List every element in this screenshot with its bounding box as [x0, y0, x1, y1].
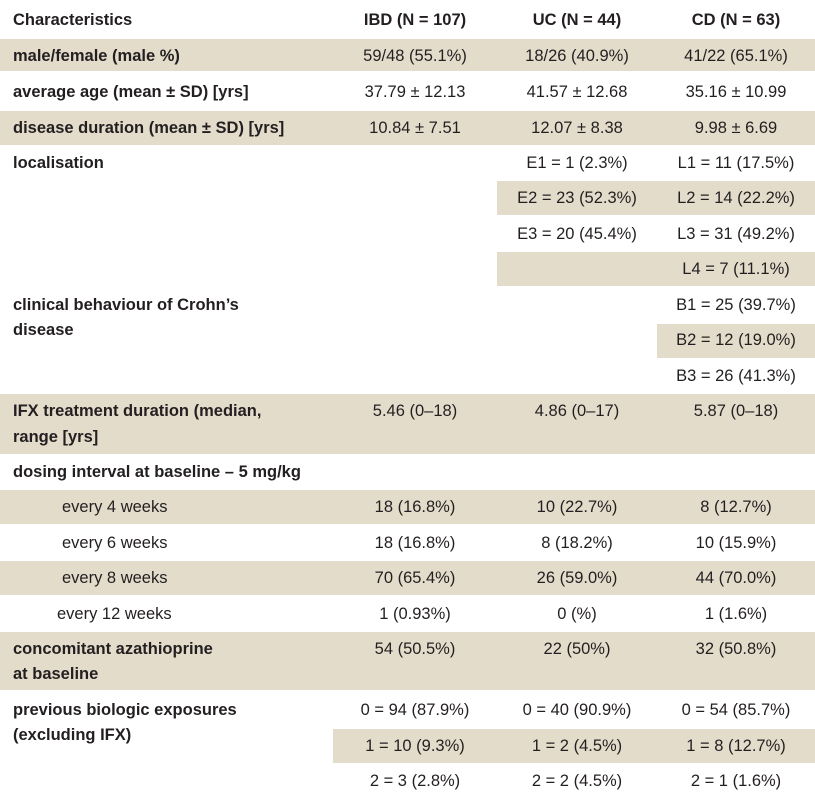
ifx-cd-value: 5.87 (0–18)	[693, 402, 779, 420]
age-uc-value: 41.57 ± 12.68	[526, 83, 628, 101]
w6-uc-value: 8 (18.2%)	[541, 534, 613, 552]
row-label-biologic-2: (excluding IFX)	[13, 726, 132, 744]
biologic-band-2	[333, 729, 815, 763]
w4-ibd-value: 18 (16.8%)	[374, 498, 456, 516]
ifx-uc-value: 4.86 (0–17)	[534, 402, 620, 420]
header-ibd: IBD (N = 107)	[363, 11, 467, 29]
row-label-w6: every 6 weeks	[62, 534, 168, 552]
w8-ibd-value: 70 (65.4%)	[374, 569, 456, 587]
behaviour-cd-b3: B3 = 26 (41.3%)	[676, 367, 796, 385]
biologic-cd-2: 2 = 1 (1.6%)	[690, 772, 782, 790]
biologic-uc-1: 1 = 2 (4.5%)	[531, 737, 623, 755]
row-band-duration	[0, 111, 815, 145]
row-label-aza-1: concomitant azathioprine	[13, 640, 213, 658]
row-band-ifx	[0, 394, 815, 454]
row-label-w12: every 12 weeks	[57, 605, 172, 623]
row-label-behaviour-2: disease	[13, 321, 74, 339]
row-band-sex	[0, 39, 815, 71]
localisation-cd-l1: L1 = 11 (17.5%)	[677, 154, 795, 172]
duration-cd-value: 9.98 ± 6.69	[694, 119, 778, 137]
row-band-w8	[0, 561, 815, 595]
w12-cd-value: 1 (1.6%)	[704, 605, 768, 623]
localisation-cd-l3: L3 = 31 (49.2%)	[677, 225, 795, 243]
biologic-ibd-2: 2 = 3 (2.8%)	[369, 772, 461, 790]
sex-cd-value: 41/22 (65.1%)	[684, 47, 788, 65]
w6-cd-value: 10 (15.9%)	[695, 534, 777, 552]
localisation-cd-l4: L4 = 7 (11.1%)	[682, 260, 790, 278]
row-label-aza-2: at baseline	[13, 665, 99, 683]
row-label-ifx-1: IFX treatment duration (median,	[13, 402, 262, 420]
w4-uc-value: 10 (22.7%)	[536, 498, 618, 516]
age-cd-value: 35.16 ± 10.99	[685, 83, 787, 101]
row-band-w4	[0, 490, 815, 524]
duration-uc-value: 12.07 ± 8.38	[531, 119, 623, 137]
aza-cd-value: 32 (50.8%)	[695, 640, 777, 658]
localisation-band-4	[497, 252, 815, 286]
behaviour-cd-b1: B1 = 25 (39.7%)	[676, 296, 796, 314]
biologic-cd-1: 1 = 8 (12.7%)	[686, 737, 786, 755]
header-uc: UC (N = 44)	[532, 11, 622, 29]
localisation-band-2	[497, 181, 815, 215]
row-label-behaviour-1: clinical behaviour of Crohn’s	[13, 296, 239, 314]
behaviour-band-2	[657, 324, 815, 358]
w4-cd-value: 8 (12.7%)	[700, 498, 772, 516]
w8-uc-value: 26 (59.0%)	[536, 569, 618, 587]
row-label-w8: every 8 weeks	[62, 569, 168, 587]
w12-ibd-value: 1 (0.93%)	[379, 605, 451, 623]
biologic-uc-0: 0 = 40 (90.9%)	[522, 701, 632, 719]
biologic-uc-2: 2 = 2 (4.5%)	[531, 772, 623, 790]
row-band-aza	[0, 632, 815, 690]
aza-ibd-value: 54 (50.5%)	[374, 640, 456, 658]
duration-ibd-value: 10.84 ± 7.51	[369, 119, 461, 137]
localisation-uc-e2: E2 = 23 (52.3%)	[517, 189, 637, 207]
row-label-dosing: dosing interval at baseline – 5 mg/kg	[13, 463, 301, 481]
age-ibd-value: 37.79 ± 12.13	[364, 83, 466, 101]
row-label-localisation: localisation	[13, 154, 104, 172]
biologic-ibd-1: 1 = 10 (9.3%)	[365, 737, 465, 755]
row-label-ifx-2: range [yrs]	[13, 428, 99, 446]
row-label-duration: disease duration (mean ± SD) [yrs]	[13, 119, 285, 137]
row-label-sex: male/female (male %)	[13, 47, 180, 65]
w6-ibd-value: 18 (16.8%)	[374, 534, 456, 552]
biologic-cd-0: 0 = 54 (85.7%)	[681, 701, 791, 719]
w8-cd-value: 44 (70.0%)	[695, 569, 777, 587]
row-label-age: average age (mean ± SD) [yrs]	[13, 83, 249, 101]
sex-uc-value: 18/26 (40.9%)	[525, 47, 629, 65]
aza-uc-value: 22 (50%)	[543, 640, 611, 658]
w12-uc-value: 0 (%)	[557, 605, 597, 623]
header-cd: CD (N = 63)	[691, 11, 781, 29]
localisation-uc-e1: E1 = 1 (2.3%)	[526, 154, 628, 172]
localisation-cd-l2: L2 = 14 (22.2%)	[677, 189, 795, 207]
header-characteristics: Characteristics	[13, 11, 133, 29]
behaviour-cd-b2: B2 = 12 (19.0%)	[676, 331, 796, 349]
sex-ibd-value: 59/48 (55.1%)	[363, 47, 467, 65]
biologic-ibd-0: 0 = 94 (87.9%)	[360, 701, 470, 719]
ifx-ibd-value: 5.46 (0–18)	[372, 402, 458, 420]
row-label-w4: every 4 weeks	[62, 498, 168, 516]
localisation-uc-e3: E3 = 20 (45.4%)	[517, 225, 637, 243]
row-label-biologic-1: previous biologic exposures	[13, 701, 237, 719]
